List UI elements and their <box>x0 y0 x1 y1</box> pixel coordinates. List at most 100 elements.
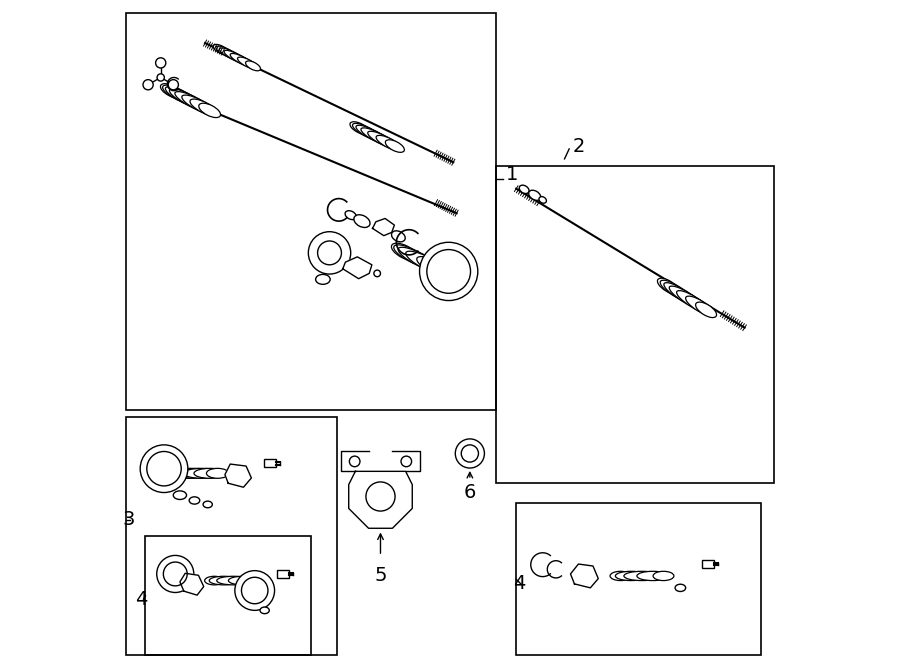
Ellipse shape <box>616 571 647 581</box>
Ellipse shape <box>368 131 399 149</box>
Ellipse shape <box>190 99 219 116</box>
Ellipse shape <box>260 607 269 614</box>
Ellipse shape <box>194 469 226 479</box>
Ellipse shape <box>376 135 401 151</box>
Ellipse shape <box>230 54 255 68</box>
Ellipse shape <box>519 185 529 193</box>
Ellipse shape <box>696 302 716 318</box>
Ellipse shape <box>246 61 260 71</box>
Circle shape <box>455 439 484 468</box>
Bar <box>126 13 496 410</box>
Ellipse shape <box>171 469 202 479</box>
Ellipse shape <box>217 576 250 585</box>
Bar <box>146 536 311 655</box>
Text: 6: 6 <box>464 483 476 502</box>
Ellipse shape <box>350 122 369 134</box>
Ellipse shape <box>394 245 430 266</box>
Polygon shape <box>225 464 251 487</box>
Circle shape <box>164 562 187 586</box>
Polygon shape <box>571 564 598 588</box>
Ellipse shape <box>316 275 330 285</box>
Bar <box>264 459 276 467</box>
Ellipse shape <box>213 44 228 54</box>
Ellipse shape <box>182 95 216 115</box>
Circle shape <box>462 445 479 462</box>
Polygon shape <box>343 257 372 279</box>
Ellipse shape <box>209 576 238 585</box>
Bar <box>126 417 338 655</box>
Circle shape <box>427 250 471 293</box>
Circle shape <box>156 58 166 68</box>
Ellipse shape <box>229 576 257 585</box>
Circle shape <box>401 456 411 467</box>
Bar <box>277 570 289 578</box>
Text: 4: 4 <box>513 575 526 593</box>
Ellipse shape <box>670 286 705 310</box>
Ellipse shape <box>392 243 418 260</box>
Ellipse shape <box>238 57 257 69</box>
Ellipse shape <box>220 48 244 62</box>
Ellipse shape <box>624 571 660 581</box>
Ellipse shape <box>216 46 236 58</box>
Ellipse shape <box>528 190 541 201</box>
Text: 2: 2 <box>572 138 585 156</box>
Circle shape <box>309 232 351 274</box>
Ellipse shape <box>175 91 211 113</box>
Circle shape <box>168 79 178 90</box>
Circle shape <box>147 451 181 486</box>
Polygon shape <box>348 471 412 528</box>
Bar <box>702 560 714 568</box>
Text: 3: 3 <box>122 510 135 529</box>
Ellipse shape <box>657 278 679 294</box>
Circle shape <box>374 270 381 277</box>
Ellipse shape <box>398 248 441 272</box>
Ellipse shape <box>664 283 698 305</box>
Ellipse shape <box>361 128 393 146</box>
Ellipse shape <box>206 469 229 479</box>
Ellipse shape <box>166 87 199 106</box>
Ellipse shape <box>169 89 206 110</box>
Circle shape <box>366 482 395 511</box>
Polygon shape <box>180 573 203 595</box>
Ellipse shape <box>417 257 454 278</box>
Ellipse shape <box>353 123 378 139</box>
Ellipse shape <box>661 280 688 300</box>
Ellipse shape <box>168 469 191 479</box>
Polygon shape <box>373 218 394 236</box>
Ellipse shape <box>189 496 200 504</box>
Ellipse shape <box>184 469 221 479</box>
Ellipse shape <box>653 571 674 581</box>
Ellipse shape <box>356 125 387 143</box>
Circle shape <box>235 571 274 610</box>
Ellipse shape <box>539 197 546 203</box>
Ellipse shape <box>243 576 263 585</box>
Ellipse shape <box>174 491 186 500</box>
Ellipse shape <box>406 251 449 275</box>
Text: 4: 4 <box>136 590 148 608</box>
Ellipse shape <box>675 585 686 592</box>
Circle shape <box>140 445 188 493</box>
Ellipse shape <box>637 571 669 581</box>
Text: 5: 5 <box>374 566 387 585</box>
Text: 1: 1 <box>507 165 518 183</box>
Circle shape <box>143 79 153 90</box>
Ellipse shape <box>204 576 224 585</box>
Ellipse shape <box>160 83 182 98</box>
Ellipse shape <box>686 296 714 316</box>
Circle shape <box>157 555 194 592</box>
Circle shape <box>241 577 268 604</box>
Ellipse shape <box>203 501 212 508</box>
Ellipse shape <box>354 214 370 228</box>
Bar <box>517 503 761 655</box>
Ellipse shape <box>199 103 220 118</box>
Ellipse shape <box>392 231 405 242</box>
Circle shape <box>349 456 360 467</box>
Ellipse shape <box>430 263 455 280</box>
Circle shape <box>318 241 341 265</box>
Ellipse shape <box>610 571 631 581</box>
Ellipse shape <box>385 140 404 152</box>
Ellipse shape <box>176 469 213 479</box>
Bar <box>496 166 774 483</box>
Circle shape <box>158 74 165 81</box>
Ellipse shape <box>345 211 356 220</box>
